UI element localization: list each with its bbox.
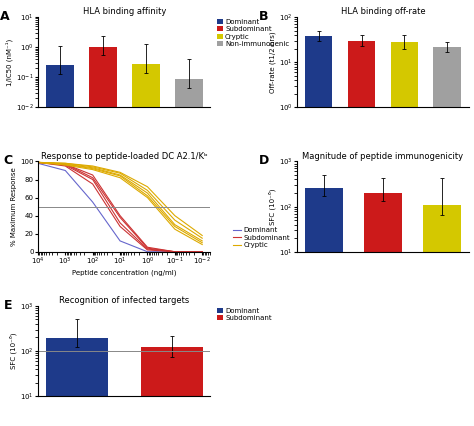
Y-axis label: SFC (10⁻⁶): SFC (10⁻⁶) bbox=[269, 188, 276, 225]
Y-axis label: % Maximum Response: % Maximum Response bbox=[11, 167, 18, 246]
Bar bbox=[364, 193, 402, 426]
Legend: Dominant, Subdominant: Dominant, Subdominant bbox=[218, 308, 272, 321]
Bar bbox=[423, 205, 461, 426]
Bar bbox=[141, 348, 202, 426]
Text: D: D bbox=[259, 154, 269, 167]
Text: B: B bbox=[259, 10, 268, 23]
Bar bbox=[305, 36, 332, 426]
Bar bbox=[132, 64, 160, 426]
Text: C: C bbox=[3, 154, 12, 167]
Bar bbox=[347, 40, 375, 426]
Y-axis label: SFC (10⁻⁶): SFC (10⁻⁶) bbox=[10, 333, 17, 369]
Title: Magnitude of peptide immunogenicity: Magnitude of peptide immunogenicity bbox=[302, 152, 464, 161]
Title: Response to peptide-loaded DC A2.1/Kᵇ: Response to peptide-loaded DC A2.1/Kᵇ bbox=[41, 152, 208, 161]
Bar bbox=[305, 188, 343, 426]
Title: HLA binding affinity: HLA binding affinity bbox=[82, 7, 166, 16]
Legend: Dominant, Subdominant, Cryptic, Non-immunogenic: Dominant, Subdominant, Cryptic, Non-immu… bbox=[218, 19, 289, 47]
Legend: Dominant, Subdominant, Cryptic: Dominant, Subdominant, Cryptic bbox=[233, 227, 290, 248]
Title: HLA binding off-rate: HLA binding off-rate bbox=[341, 7, 425, 16]
X-axis label: Peptide concentration (ng/ml): Peptide concentration (ng/ml) bbox=[72, 270, 176, 276]
Bar bbox=[89, 47, 117, 426]
Bar bbox=[434, 47, 461, 426]
Bar bbox=[175, 79, 202, 426]
Title: Recognition of infected targets: Recognition of infected targets bbox=[59, 296, 189, 305]
Bar bbox=[391, 42, 419, 426]
Text: E: E bbox=[3, 299, 12, 312]
Bar bbox=[46, 65, 73, 426]
Y-axis label: 1/IC50 (nM⁻¹): 1/IC50 (nM⁻¹) bbox=[6, 38, 13, 86]
Text: A: A bbox=[0, 10, 9, 23]
Y-axis label: Off-rate (t1/2 hrs): Off-rate (t1/2 hrs) bbox=[269, 32, 276, 93]
Bar bbox=[46, 339, 108, 426]
